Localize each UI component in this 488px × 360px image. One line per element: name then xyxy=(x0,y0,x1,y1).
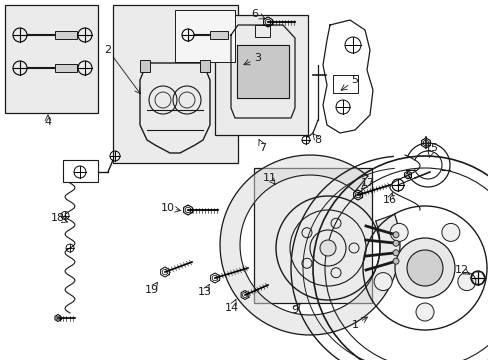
Bar xyxy=(63,160,98,182)
Circle shape xyxy=(406,250,442,286)
Bar xyxy=(209,31,227,39)
Text: 3: 3 xyxy=(254,53,261,63)
Bar xyxy=(113,5,238,163)
Circle shape xyxy=(457,273,475,291)
Text: 13: 13 xyxy=(198,287,212,297)
Text: 12: 12 xyxy=(454,265,468,275)
Text: 19: 19 xyxy=(144,285,159,295)
Text: 16: 16 xyxy=(382,195,396,205)
Text: 6: 6 xyxy=(251,9,258,19)
Circle shape xyxy=(392,250,398,256)
Text: 8: 8 xyxy=(314,135,321,145)
Bar xyxy=(254,25,269,37)
Circle shape xyxy=(373,273,391,291)
Circle shape xyxy=(319,240,335,256)
Circle shape xyxy=(415,303,433,321)
Circle shape xyxy=(389,224,407,242)
Text: 2: 2 xyxy=(104,45,111,55)
Bar xyxy=(200,60,209,72)
Polygon shape xyxy=(237,45,288,98)
Bar xyxy=(175,10,235,62)
Text: 10: 10 xyxy=(161,203,175,213)
Bar xyxy=(332,75,357,93)
Bar xyxy=(215,15,307,135)
Text: 5: 5 xyxy=(351,75,358,85)
Text: 4: 4 xyxy=(44,117,51,127)
Text: 14: 14 xyxy=(224,303,239,313)
Circle shape xyxy=(392,232,398,238)
Bar xyxy=(55,31,77,39)
Circle shape xyxy=(394,238,454,298)
Bar xyxy=(55,64,77,72)
Text: 15: 15 xyxy=(424,143,438,153)
Text: 18: 18 xyxy=(51,213,65,223)
Text: 11: 11 xyxy=(263,173,276,183)
Bar xyxy=(5,5,98,113)
Text: 9: 9 xyxy=(291,305,298,315)
Circle shape xyxy=(392,258,398,264)
Circle shape xyxy=(392,240,398,246)
Text: 17: 17 xyxy=(360,178,374,188)
Bar xyxy=(253,168,371,303)
Bar xyxy=(140,60,150,72)
Circle shape xyxy=(441,224,459,242)
Text: 1: 1 xyxy=(351,320,358,330)
Polygon shape xyxy=(220,155,399,335)
Text: 7: 7 xyxy=(259,143,266,153)
